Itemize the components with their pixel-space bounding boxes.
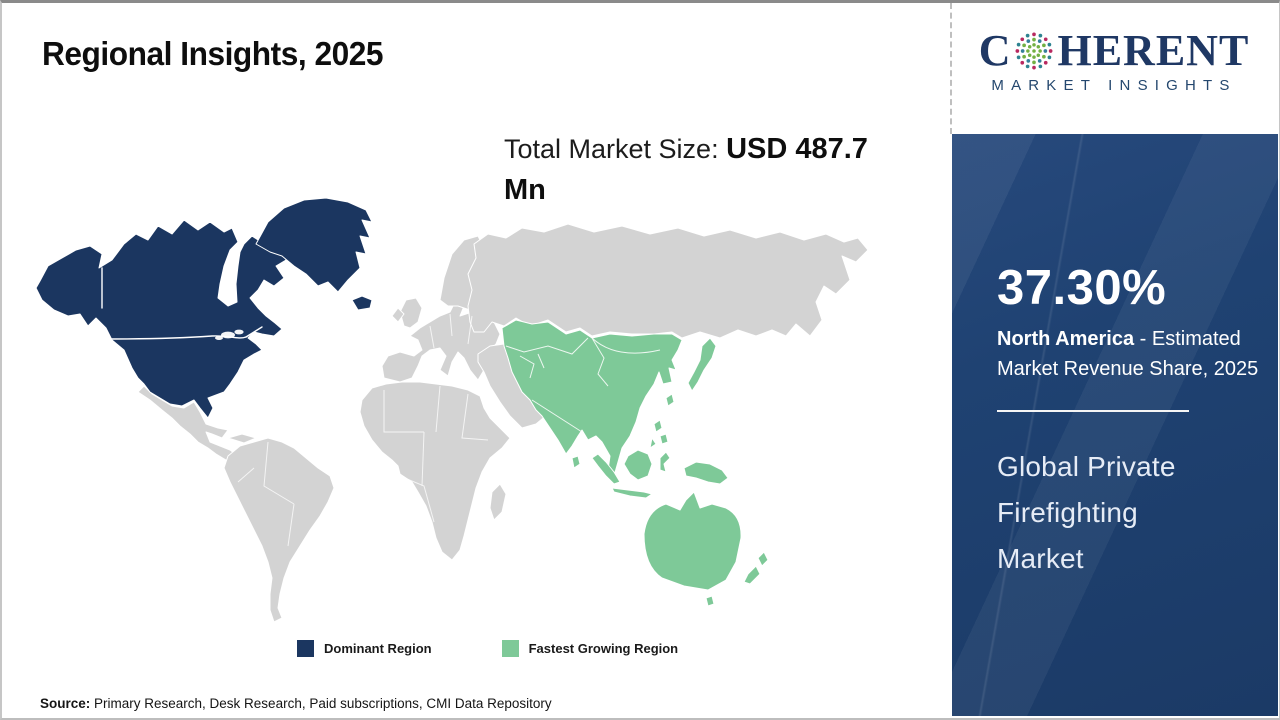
- sidebar-content: 37.30% North America - Estimated Market …: [952, 134, 1278, 582]
- region-sulawesi: [659, 451, 671, 473]
- source-line: Source: Primary Research, Desk Research,…: [40, 696, 552, 711]
- total-market-size-label: Total Market Size:: [504, 134, 727, 164]
- region-sumatra: [591, 453, 621, 485]
- logo-letter-c: C: [978, 26, 1012, 75]
- highlight-sidebar: 37.30% North America - Estimated Market …: [952, 134, 1278, 716]
- region-japan: [687, 337, 717, 392]
- logo-divider-dashed-line: [950, 3, 952, 134]
- report-market-name: Global Private Firefighting Market: [997, 451, 1176, 574]
- legend-label-dominant: Dominant Region: [324, 641, 432, 656]
- dotted-globe-icon: [1016, 32, 1053, 70]
- asia-internal-borders: [505, 337, 661, 433]
- africa-internal-borders: [383, 385, 489, 523]
- region-russia: [467, 223, 869, 339]
- great-lakes: [221, 331, 235, 339]
- sidebar-divider-line: [997, 410, 1189, 413]
- total-market-size-value: USD 487.7 Mn: [504, 133, 868, 207]
- st-lawrence-river: [245, 326, 263, 338]
- region-new-zealand-north: [757, 551, 769, 567]
- region-caribbean: [227, 433, 257, 444]
- market-share-value: 37.30%: [997, 261, 1167, 315]
- legend-swatch-fastest-growing: [501, 640, 519, 657]
- region-iceland: [351, 295, 373, 311]
- europe-internal-borders: [429, 313, 473, 349]
- legend-item-fastest-growing: Fastest Growing Region: [501, 640, 679, 657]
- region-new-guinea: [683, 461, 729, 485]
- region-ireland: [391, 307, 405, 323]
- world-map: [35, 197, 869, 623]
- region-philippines: [653, 419, 663, 433]
- page-title: Regional Insights, 2025: [42, 35, 384, 72]
- region-sri-lanka: [571, 455, 581, 469]
- region-borneo: [623, 449, 653, 481]
- market-share-region: North America: [997, 328, 1135, 350]
- company-logo: C: [964, 29, 1264, 95]
- region-uk: [399, 297, 423, 329]
- region-madagascar: [489, 483, 507, 521]
- legend-swatch-dominant: [297, 640, 314, 657]
- source-label: Source:: [40, 696, 91, 711]
- logo-subtitle: MARKET INSIGHTS: [991, 77, 1237, 94]
- map-legend: Dominant Region Fastest Growing Region: [297, 640, 678, 657]
- region-north-america: [35, 219, 287, 419]
- region-asia-pacific-mainland: [501, 319, 683, 477]
- great-lakes: [234, 329, 244, 335]
- south-america-internal-borders: [237, 441, 295, 547]
- region-philippines: [649, 437, 657, 449]
- us-canada-border: [109, 335, 247, 340]
- total-market-size: Total Market Size: USD 487.7 Mn: [504, 129, 906, 211]
- legend-item-dominant: Dominant Region: [297, 640, 432, 657]
- region-greenland: [255, 197, 373, 293]
- source-text: Primary Research, Desk Research, Paid su…: [90, 696, 552, 711]
- logo-wordmark: C: [964, 29, 1264, 73]
- market-share-note: - Estimated Market Revenue Share, 2025: [997, 328, 1259, 380]
- region-south-america: [223, 437, 335, 623]
- logo-letters-rest: HERENT: [1057, 26, 1250, 75]
- market-share-description: North America - Estimated Market Revenue…: [997, 325, 1259, 384]
- region-taiwan: [665, 393, 675, 407]
- region-java: [611, 487, 653, 499]
- legend-label-fastest-growing: Fastest Growing Region: [528, 641, 679, 656]
- great-lakes: [215, 336, 223, 340]
- region-philippines: [659, 433, 669, 445]
- region-africa: [359, 381, 511, 561]
- region-new-zealand-south: [743, 565, 761, 585]
- region-tasmania: [705, 595, 715, 607]
- region-australia: [643, 491, 742, 591]
